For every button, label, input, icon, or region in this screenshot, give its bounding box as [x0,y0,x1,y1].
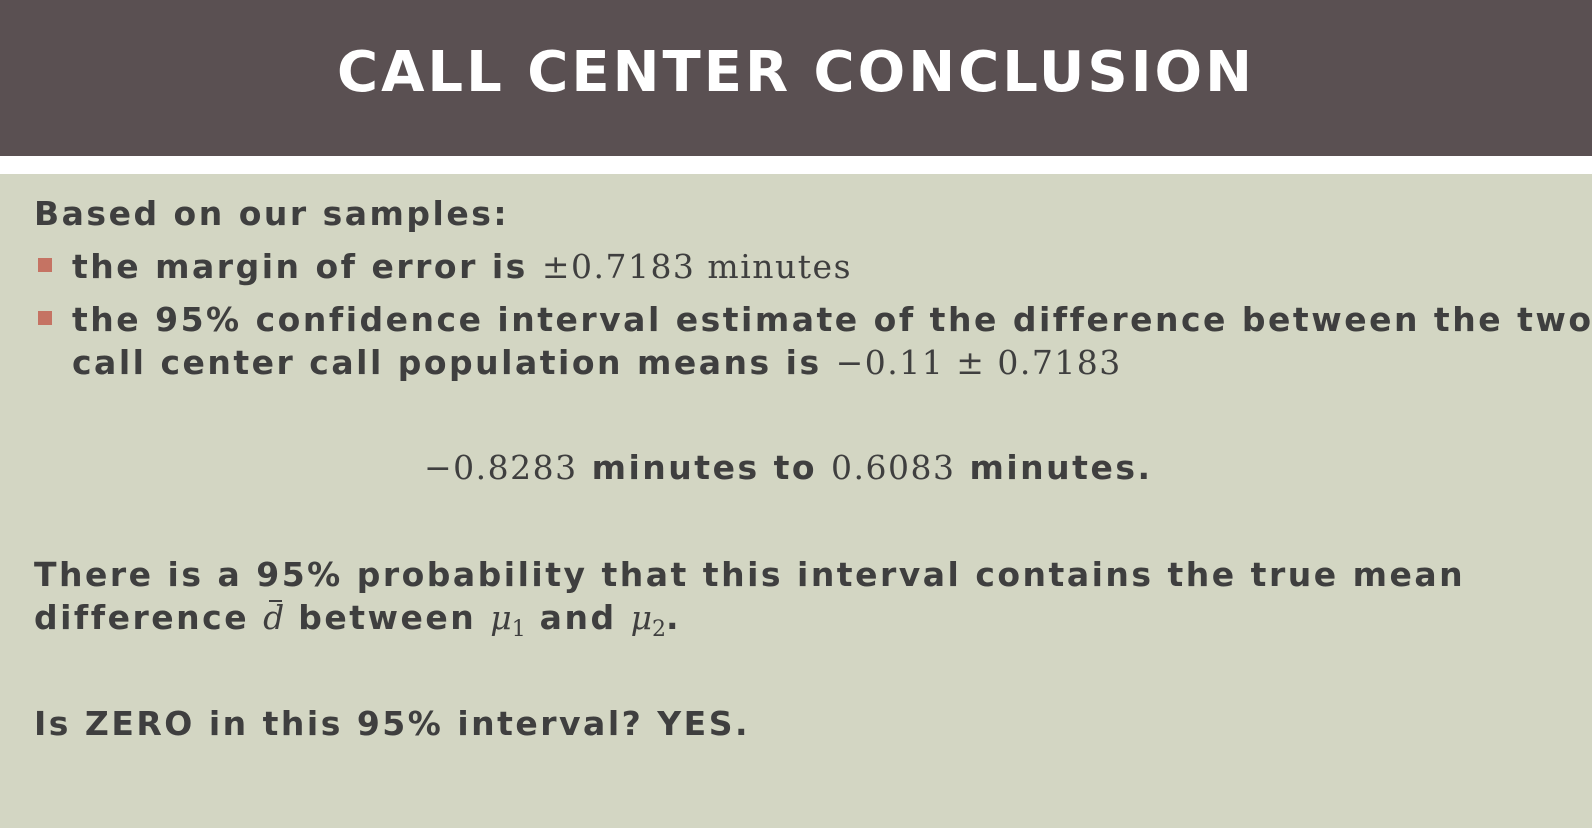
interval-lower-bound: −0.8283 [424,448,578,487]
probability-between: between [284,598,491,637]
probability-line-2-start: difference [34,598,264,637]
probability-and: and [525,598,631,637]
mu-1-subscript: 1 [511,617,526,642]
bullet-marker-1 [38,258,52,272]
interval-lower-unit: minutes to [577,448,832,487]
confidence-interval-expression: −0.11 ± 0.7183 [835,343,1122,382]
zero-question: Is ZERO in this 95% interval? YES. [34,704,751,743]
bullet-1: the margin of error is ±0.7183 minutes [72,245,852,289]
interval-statement: −0.8283 minutes to 0.6083 minutes. [424,446,1153,490]
probability-line-2: difference d between μ1 and μ2. [34,596,681,652]
probability-end: . [666,598,682,637]
bullet-1-text: the margin of error is [72,247,542,286]
title-bar: CALL CENTER CONCLUSION [0,0,1592,156]
interval-upper-bound: 0.6083 [831,448,956,487]
bullet-2-text: call center call population means is [72,343,836,382]
margin-of-error-value: ±0.7183 minutes [541,247,852,286]
intro-text: Based on our samples: [34,194,510,233]
mu-2-symbol: μ [630,598,653,637]
bullet-marker-2 [38,311,52,325]
slide-title: CALL CENTER CONCLUSION [336,40,1256,105]
bullet-2-line-2: call center call population means is −0.… [72,341,1122,385]
mu-1-symbol: μ [490,598,512,637]
title-divider [0,156,1592,174]
interval-upper-unit: minutes. [955,448,1153,487]
bullet-2-line-1: the 95% confidence interval estimate of … [72,300,1592,339]
probability-line-1: There is a 95% probability that this int… [34,555,1466,594]
mu-2-subscript: 2 [652,617,667,642]
d-bar-symbol: d [263,596,284,640]
